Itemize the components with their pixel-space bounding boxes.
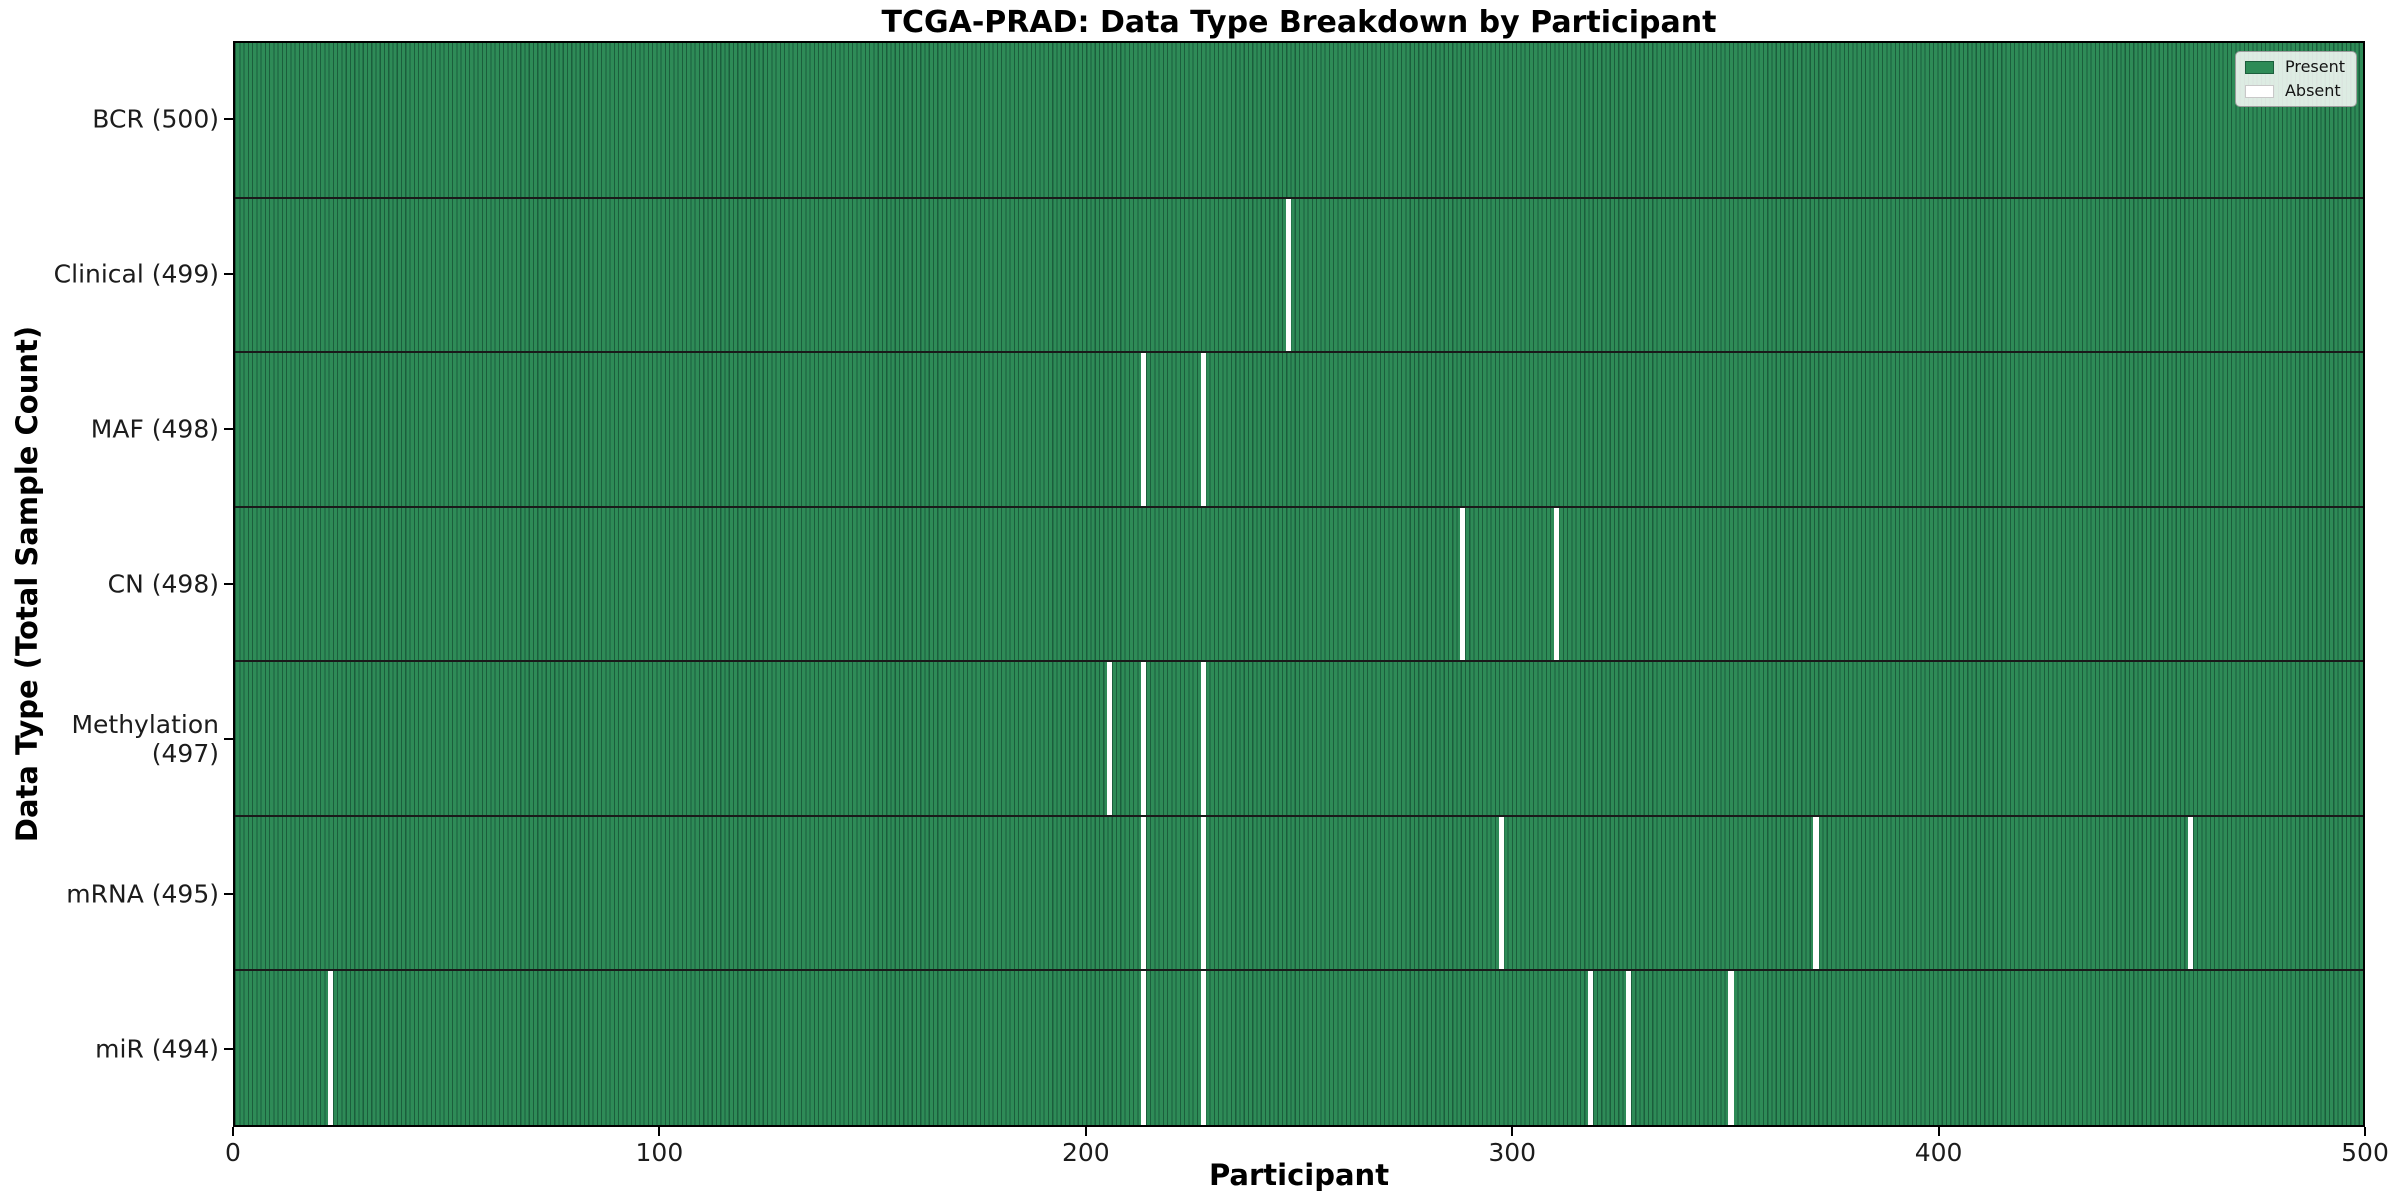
y-tick-label-Methylation: Methylation (497) <box>71 710 219 769</box>
x-tick-mark <box>1084 1127 1087 1136</box>
absent-gap-miR-351 <box>1728 970 1734 1125</box>
absent-gap-CN-310 <box>1553 506 1560 662</box>
y-tick-label-mRNA: mRNA (495) <box>66 879 219 909</box>
absent-gap-MAF-213 <box>1141 352 1147 507</box>
plot-area: Present Absent <box>233 41 2365 1127</box>
absent-gap-Methylation-213 <box>1141 661 1147 816</box>
y-tick-label-CN: CN (498) <box>107 569 219 599</box>
legend-entry-absent: Absent <box>2244 81 2345 100</box>
absent-gap-miR-213 <box>1141 970 1147 1125</box>
y-tick-label-MAF: MAF (498) <box>90 414 219 444</box>
absent-gap-miR-327 <box>1626 970 1632 1125</box>
row-divider <box>235 351 2363 354</box>
y-tick-mark <box>224 893 233 896</box>
legend-swatch-absent-icon <box>2244 84 2274 98</box>
x-tick-label-100: 100 <box>635 1138 684 1167</box>
row-divider <box>235 814 2363 817</box>
heatmap-row-CN <box>235 506 2363 662</box>
row-divider <box>235 660 2363 663</box>
y-tick-mark <box>224 583 233 585</box>
x-tick-label-500: 500 <box>2341 1138 2389 1167</box>
legend: Present Absent <box>2234 51 2357 107</box>
x-tick-label-400: 400 <box>1914 1138 1963 1167</box>
legend-label-present: Present <box>2284 57 2345 76</box>
chart-title: TCGA-PRAD: Data Type Breakdown by Partic… <box>881 5 1717 40</box>
y-tick-mark <box>224 1048 233 1051</box>
y-tick-mark <box>224 117 233 120</box>
y-tick-mark <box>224 738 233 741</box>
absent-gap-MAF-227 <box>1200 352 1206 507</box>
heatmap-row-Clinical <box>235 197 2363 353</box>
x-tick-label-200: 200 <box>1061 1138 1110 1167</box>
legend-swatch-present-icon <box>2244 60 2274 74</box>
x-tick-mark <box>1511 1127 1514 1136</box>
absent-gap-Methylation-227 <box>1200 661 1206 816</box>
y-tick-mark <box>224 427 233 430</box>
heatmap-row-Methylation <box>235 661 2363 816</box>
legend-label-absent: Absent <box>2284 81 2341 100</box>
absent-gap-miR-227 <box>1200 970 1206 1125</box>
absent-gap-mRNA-213 <box>1141 815 1147 971</box>
absent-gap-Clinical-247 <box>1285 197 1291 353</box>
absent-gap-mRNA-297 <box>1498 815 1504 971</box>
absent-gap-mRNA-371 <box>1813 815 1819 971</box>
x-tick-label-300: 300 <box>1488 1138 1537 1167</box>
row-divider <box>235 196 2363 199</box>
absent-gap-miR-318 <box>1587 970 1594 1125</box>
x-tick-mark <box>1937 1127 1940 1136</box>
absent-gap-miR-22 <box>328 970 334 1125</box>
absent-gap-mRNA-459 <box>2188 815 2194 971</box>
x-tick-mark <box>2364 1127 2366 1136</box>
y-tick-label-Clinical: Clinical (499) <box>53 259 219 289</box>
heatmap-row-miR <box>235 970 2363 1125</box>
x-tick-label-0: 0 <box>225 1138 241 1167</box>
legend-entry-present: Present <box>2244 57 2345 76</box>
row-divider <box>235 969 2363 972</box>
heatmap-row-BCR <box>235 43 2363 198</box>
absent-gap-CN-288 <box>1460 506 1466 662</box>
y-tick-label-miR: miR (494) <box>95 1034 219 1064</box>
row-divider <box>235 505 2363 508</box>
heatmap-row-mRNA <box>235 815 2363 971</box>
x-axis-label: Participant <box>1208 1158 1390 1192</box>
x-tick-mark <box>232 1127 234 1136</box>
absent-gap-Methylation-205 <box>1106 661 1113 816</box>
y-tick-label-BCR: BCR (500) <box>92 104 219 134</box>
y-tick-mark <box>224 272 233 275</box>
x-tick-mark <box>658 1127 661 1136</box>
absent-gap-mRNA-227 <box>1200 815 1206 971</box>
heatmap-row-MAF <box>235 352 2363 507</box>
